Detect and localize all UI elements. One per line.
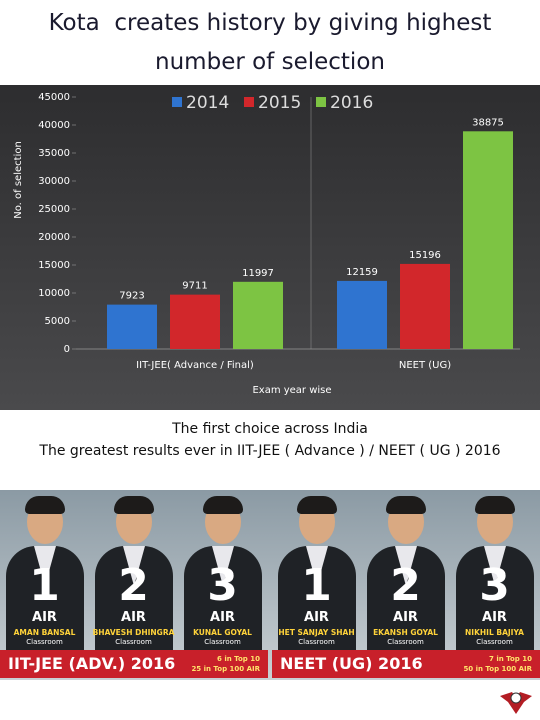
tagline-line: The first choice across India [172, 421, 368, 437]
y-tick-label: 20000 [38, 232, 70, 243]
bar [337, 280, 387, 349]
exam-stat: 7 in Top 10 [489, 655, 532, 663]
mode-label: Classroom [476, 638, 513, 646]
exam-strip: NEET (UG) 2016 7 in Top 10 50 in Top 100 A… [272, 650, 540, 678]
air-label: AIR [32, 610, 57, 625]
y-tick-label: 25000 [38, 204, 70, 215]
topper-name: AMAN BANSAL [13, 628, 76, 637]
tagline: The first choice across India The greates… [0, 418, 540, 462]
exam-stat: 6 in Top 10 [217, 655, 260, 663]
hair [114, 496, 154, 514]
topper-card: 1 AIR HET SANJAY SHAH Classroom [272, 490, 361, 656]
topper-name: EKANSH GOYAL [373, 628, 438, 637]
hair [25, 496, 65, 514]
legend-label: 2015 [258, 93, 301, 113]
topper-card: 1 AIR AMAN BANSAL Classroom [0, 490, 89, 656]
bar [233, 281, 283, 349]
exam-strip: IIT-JEE (ADV.) 2016 6 in Top 10 25 in Top … [0, 650, 268, 678]
legend-label: 2016 [330, 93, 373, 113]
tagline-line: The greatest results ever in IIT-JEE ( A… [39, 443, 501, 459]
rank: 1 [301, 560, 332, 611]
bar [400, 263, 450, 349]
bar [170, 294, 220, 349]
data-label: 11997 [242, 268, 274, 279]
y-tick-label: 30000 [38, 176, 70, 187]
chart-background [0, 85, 540, 410]
legend-label: 2014 [186, 93, 229, 113]
mode-label: Classroom [387, 638, 424, 646]
y-tick-label: 5000 [45, 316, 70, 327]
chart: No. of selection Exam year wise 0 5000 100… [0, 85, 540, 410]
air-label: AIR [121, 610, 146, 625]
y-tick-label: 0 [64, 344, 70, 355]
mode-label: Classroom [26, 638, 63, 646]
exam-name: NEET (UG) 2016 [280, 654, 423, 673]
hair [386, 496, 426, 514]
hair [203, 496, 243, 514]
data-label: 15196 [409, 250, 441, 261]
exam-name: IIT-JEE (ADV.) 2016 [8, 654, 176, 673]
bar [463, 131, 513, 349]
data-label: 7923 [119, 291, 144, 302]
y-axis-label: No. of selection [13, 141, 24, 219]
rank: 2 [118, 560, 149, 611]
mode-label: Classroom [204, 638, 241, 646]
legend-swatch [316, 97, 326, 107]
topper-name: KUNAL GOYAL [193, 628, 252, 637]
rank: 1 [29, 560, 60, 611]
exam-stat: 50 in Top 100 AIR [463, 665, 532, 673]
y-tick-label: 15000 [38, 260, 70, 271]
legend-swatch [172, 97, 182, 107]
topper-card: 2 AIR EKANSH GOYAL Classroom [361, 490, 450, 656]
air-label: AIR [393, 610, 418, 625]
rank: 2 [390, 560, 421, 611]
logo [500, 692, 532, 714]
y-tick-label: 40000 [38, 120, 70, 131]
topper-card: 3 AIR KUNAL GOYAL Classroom [178, 490, 267, 656]
topper-card: 2 AIR BHAVESH DHINGRA Classroom [89, 490, 178, 656]
mode-label: Classroom [298, 638, 335, 646]
exam-stat: 25 in Top 100 AIR [191, 665, 260, 673]
hair [475, 496, 515, 514]
hair [297, 496, 337, 514]
title: Kota creates history by giving highest n… [48, 10, 499, 75]
topper-name: HET SANJAY SHAH [278, 628, 355, 637]
air-label: AIR [304, 610, 329, 625]
rank: 3 [207, 560, 238, 611]
rank: 3 [479, 560, 510, 611]
air-label: AIR [482, 610, 507, 625]
y-tick-label: 35000 [38, 148, 70, 159]
data-label: 12159 [346, 267, 378, 278]
y-tick-label: 10000 [38, 288, 70, 299]
x-tick-label: IIT-JEE( Advance / Final) [136, 360, 254, 371]
topper-card: 3 AIR NIKHIL BAJIYA Classroom [450, 490, 539, 656]
mode-label: Classroom [115, 638, 152, 646]
y-tick-label: 45000 [38, 92, 70, 103]
topper-name: NIKHIL BAJIYA [465, 628, 524, 637]
bar [107, 304, 157, 349]
data-label: 38875 [472, 117, 504, 128]
exam-section: 1 AIR HET SANJAY SHAH Classroom 2 AIR EKANSH G… [272, 490, 540, 680]
legend-swatch [244, 97, 254, 107]
x-tick-label: NEET (UG) [399, 360, 451, 371]
x-axis-label: Exam year wise [252, 385, 331, 396]
results-banner: 1 AIR AMAN BANSAL Classroom 2 AIR BHAVESH DHIN… [0, 490, 540, 680]
topper-name: BHAVESH DHINGRA [92, 628, 175, 637]
exam-section: 1 AIR AMAN BANSAL Classroom 2 AIR BHAVESH DHIN… [0, 490, 268, 680]
air-label: AIR [210, 610, 235, 625]
data-label: 9711 [182, 281, 207, 292]
